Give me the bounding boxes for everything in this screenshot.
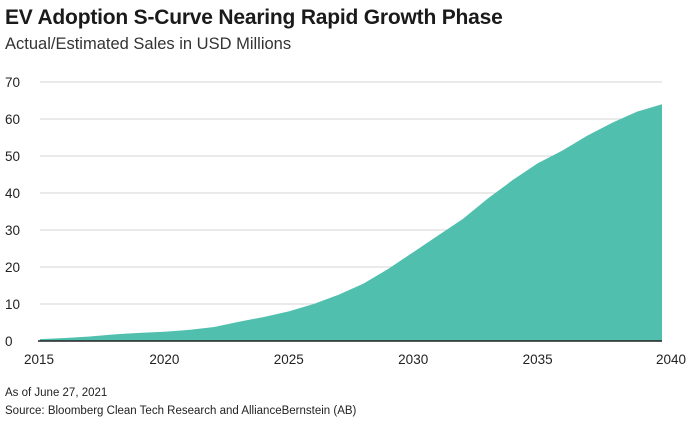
x-tick-label-2035: 2035 bbox=[523, 352, 553, 367]
y-tick-label-40: 40 bbox=[5, 186, 20, 201]
source-note: Source: Bloomberg Clean Tech Research an… bbox=[5, 405, 357, 417]
y-tick-label-60: 60 bbox=[5, 112, 20, 127]
y-tick-label-20: 20 bbox=[5, 260, 20, 275]
x-tick-label-2020: 2020 bbox=[149, 352, 179, 367]
y-tick-label-50: 50 bbox=[5, 149, 20, 164]
area-series bbox=[40, 104, 662, 341]
y-tick-label-30: 30 bbox=[5, 223, 20, 238]
x-tick-label-2030: 2030 bbox=[398, 352, 428, 367]
as-of-note: As of June 27, 2021 bbox=[5, 387, 108, 399]
y-tick-label-70: 70 bbox=[5, 75, 20, 90]
chart-title: EV Adoption S-Curve Nearing Rapid Growth… bbox=[5, 6, 503, 29]
x-tick-label-2040: 2040 bbox=[656, 352, 686, 367]
y-tick-label-10: 10 bbox=[5, 297, 20, 312]
chart-subtitle: Actual/Estimated Sales in USD Millions bbox=[5, 35, 292, 53]
x-tick-label-2015: 2015 bbox=[24, 352, 54, 367]
x-tick-label-2025: 2025 bbox=[274, 352, 304, 367]
y-tick-label-0: 0 bbox=[5, 334, 13, 349]
